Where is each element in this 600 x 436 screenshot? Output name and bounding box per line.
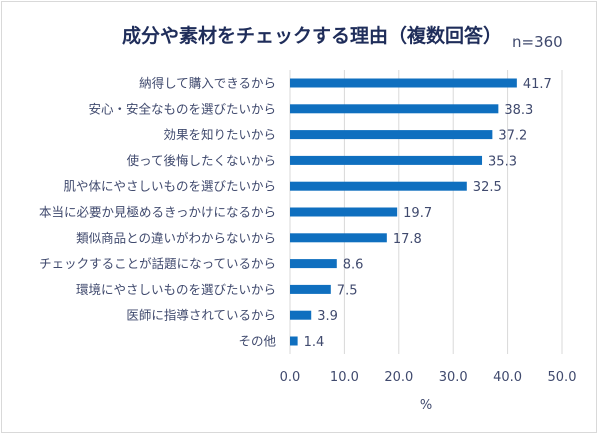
x-tick-label: 40.0 [493,370,522,385]
x-tick-label: 10.0 [330,370,359,385]
data-label: 17.8 [393,232,422,247]
x-tick-label: 0.0 [280,370,301,385]
data-label: 3.9 [317,309,338,324]
category-label: 使って後悔したくないから [127,153,276,168]
bar [290,155,483,165]
bar [290,104,499,114]
chart-title: 成分や素材をチェックする理由（複数回答） [122,24,502,47]
bar [290,336,298,346]
category-label: その他 [238,334,276,349]
bar [290,130,493,140]
category-label: 医師に指導されているから [126,308,276,323]
category-label: 類似商品との違いがわからないから [76,230,276,245]
bar [290,181,467,191]
data-label: 8.6 [343,258,364,273]
x-tick-label: 30.0 [439,370,468,385]
bar [290,310,312,320]
bar [290,207,398,217]
category-label: 安心・安全なものを選びたいから [88,101,276,116]
bar [290,259,337,269]
category-label: 環境にやさしいものを選びたいから [76,282,276,297]
data-label: 38.3 [504,103,533,118]
category-label: 効果を知りたいから [163,127,276,142]
bar [290,233,387,243]
data-label: 32.5 [473,180,502,195]
x-tick-label: 50.0 [548,370,577,385]
category-label: チェックすることが話題になっているから [39,256,276,271]
data-label: 19.7 [403,206,432,221]
bar [290,284,331,294]
x-axis-label: % [420,398,432,413]
data-label: 35.3 [488,154,517,169]
category-label: 納得して購入できるから [139,76,276,91]
data-label: 37.2 [498,129,527,144]
category-label: 肌や体にやさしいものを選びたいから [63,179,276,194]
data-label: 41.7 [523,77,552,92]
data-label: 1.4 [304,335,325,350]
sample-size: n=360 [512,33,563,51]
category-label: 本当に必要か見極めるきっかけになるから [39,205,276,220]
bar [290,78,517,88]
data-label: 7.5 [337,283,358,298]
x-tick-label: 20.0 [384,370,413,385]
